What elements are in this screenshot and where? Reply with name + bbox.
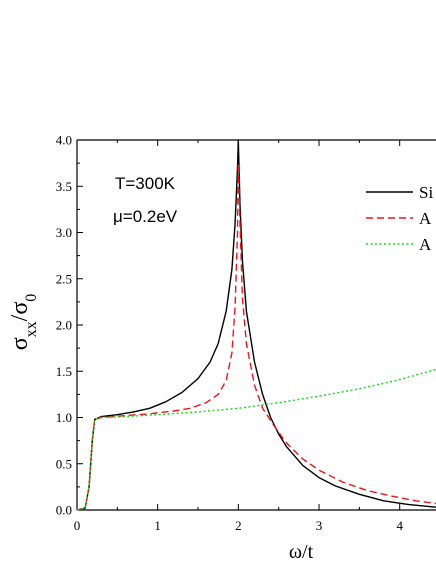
x-tick-label: 3 [316, 518, 323, 533]
x-tick-label: 1 [154, 518, 161, 533]
series-a-dotted-line [76, 368, 436, 511]
series-layer [76, 139, 436, 511]
annotation-chemical-potential: μ=0.2eV [113, 207, 178, 226]
series-si-line [76, 139, 436, 511]
legend-label-1: Si [419, 183, 433, 202]
y-axis-label: σxx/σ0 [7, 294, 40, 351]
y-label-slash-sigma: /σ [7, 302, 33, 322]
y-label-sigma: σ [7, 337, 33, 350]
y-tick-label: 1.5 [56, 364, 72, 379]
x-tick-label: 2 [235, 518, 242, 533]
x-axis-label: ω/t [289, 541, 314, 563]
legend: Si AA [366, 183, 433, 254]
legend-label-2: A [419, 209, 432, 228]
y-tick-label: 3.5 [56, 179, 72, 194]
y-label-sub-0: 0 [23, 294, 40, 302]
annotation-temperature: T=300K [115, 174, 176, 193]
y-tick-label: 0.0 [56, 503, 72, 518]
x-tick-label: 0 [74, 518, 81, 533]
y-tick-label: 1.0 [56, 410, 72, 425]
legend-label-3: A [419, 235, 432, 254]
y-tick-label: 2.5 [56, 271, 72, 286]
y-tick-label: 0.5 [56, 456, 72, 471]
x-tick-label: 4 [396, 518, 403, 533]
x-axis: 0 1 2 3 4 [74, 140, 403, 533]
y-tick-label: 4.0 [56, 133, 72, 148]
y-axis: 0.0 0.5 1.0 1.5 2.0 2.5 3.0 3.5 4.0 [56, 133, 83, 518]
y-label-sub-xx: xx [23, 321, 40, 337]
y-tick-label: 3.0 [56, 225, 72, 240]
y-tick-label: 2.0 [56, 318, 72, 333]
plot-frame [76, 139, 436, 511]
